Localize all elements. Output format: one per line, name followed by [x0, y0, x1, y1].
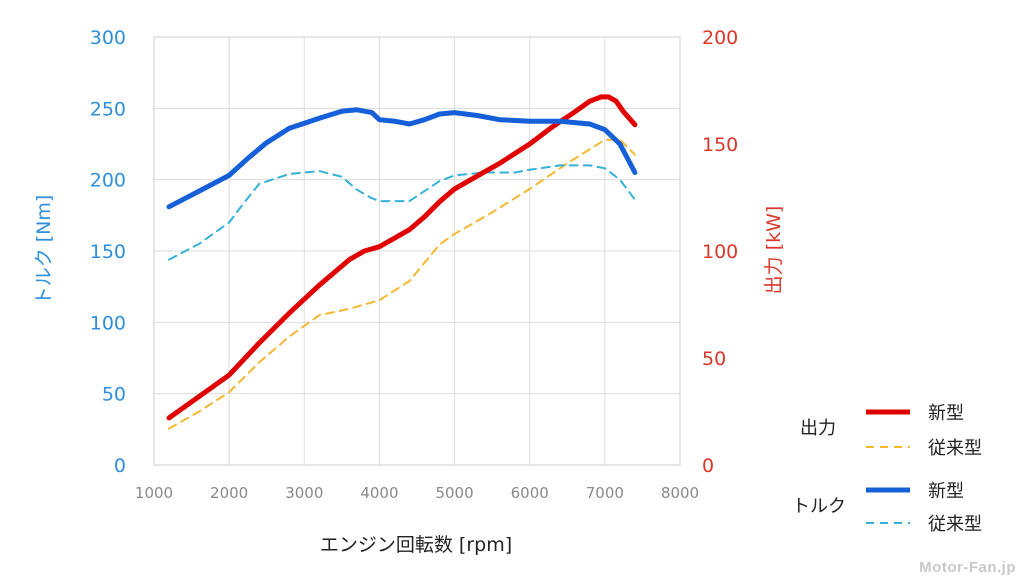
grid-lines — [153, 36, 681, 466]
x-tick-5000: 5000 — [435, 484, 473, 502]
plot-border — [153, 36, 681, 466]
legend-label-torque-new: 新型 — [928, 481, 964, 502]
legend-label-power-old: 従来型 — [928, 438, 982, 459]
x-tick-1000: 1000 — [135, 484, 173, 502]
right-tick-0: 0 — [702, 455, 714, 477]
power-new-line — [166, 94, 638, 421]
plot-frame — [153, 36, 681, 466]
watermark: Motor-Fan.jp — [919, 559, 1016, 576]
left-tick-200: 200 — [90, 170, 126, 192]
right-tick-100: 100 — [702, 241, 738, 263]
right-tick-50: 50 — [702, 348, 726, 370]
left-axis-title: トルク [Nm] — [33, 195, 55, 306]
legend-label-power-new: 新型 — [928, 403, 964, 424]
left-axis-ticks: 0 50 100 150 200 250 300 — [90, 27, 126, 477]
legend-group-power: 出力 — [800, 418, 836, 439]
legend: 出力 新型 従来型 トルク 新型 従来型 — [792, 403, 982, 535]
x-axis-ticks: 1000 2000 3000 4000 5000 6000 7000 8000 — [135, 484, 699, 502]
x-tick-4000: 4000 — [360, 484, 398, 502]
legend-group-torque: トルク — [792, 496, 846, 517]
left-tick-250: 250 — [90, 98, 126, 120]
right-axis-title: 出力 [kW] — [763, 206, 785, 295]
left-tick-300: 300 — [90, 27, 126, 49]
x-tick-3000: 3000 — [285, 484, 323, 502]
x-tick-6000: 6000 — [511, 484, 549, 502]
series-layer — [166, 94, 638, 430]
left-tick-0: 0 — [114, 455, 126, 477]
left-tick-150: 150 — [90, 241, 126, 263]
x-axis-title: エンジン回転数 [rpm] — [320, 534, 512, 556]
right-tick-150: 150 — [702, 134, 738, 156]
legend-label-torque-old: 従来型 — [928, 514, 982, 535]
right-axis-ticks: 0 50 100 150 200 — [702, 27, 738, 477]
torque-old-line — [168, 164, 636, 261]
x-tick-7000: 7000 — [586, 484, 624, 502]
x-tick-8000: 8000 — [661, 484, 699, 502]
x-tick-2000: 2000 — [210, 484, 248, 502]
torque-new-line — [166, 107, 638, 210]
left-tick-50: 50 — [102, 384, 126, 406]
left-tick-100: 100 — [90, 312, 126, 334]
power-old-line — [168, 138, 636, 430]
right-tick-200: 200 — [702, 27, 738, 49]
